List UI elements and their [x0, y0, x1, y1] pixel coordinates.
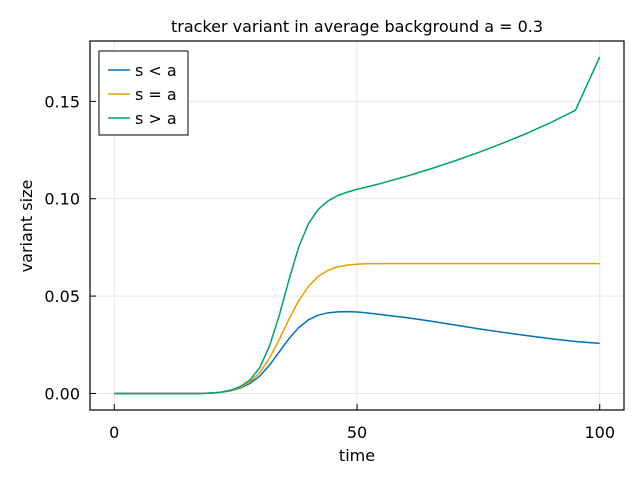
axis-ticks: 0 50 100 0.00 0.05 0.10 0.15 [44, 92, 615, 442]
legend-label-s-eq-a: s = a [135, 85, 177, 104]
chart-title: tracker variant in average background a … [171, 17, 543, 36]
x-tick-label: 0 [109, 423, 119, 442]
legend-label-s-lt-a: s < a [135, 61, 177, 80]
y-tick-label: 0.05 [44, 287, 80, 306]
legend-box [98, 50, 189, 136]
series-line-s-gt-a [114, 56, 601, 395]
y-tick-label: 0.15 [44, 92, 80, 111]
x-axis-label: time [339, 446, 375, 465]
series-lines [114, 56, 601, 395]
x-tick-label: 50 [347, 423, 367, 442]
legend-label-s-gt-a: s > a [135, 109, 177, 128]
y-axis-label: variant size [17, 180, 36, 273]
y-tick-label: 0.10 [44, 190, 80, 209]
y-tick-label: 0.00 [44, 384, 80, 403]
legend: s < a s = a s > a [98, 50, 189, 136]
x-tick-label: 100 [584, 423, 615, 442]
